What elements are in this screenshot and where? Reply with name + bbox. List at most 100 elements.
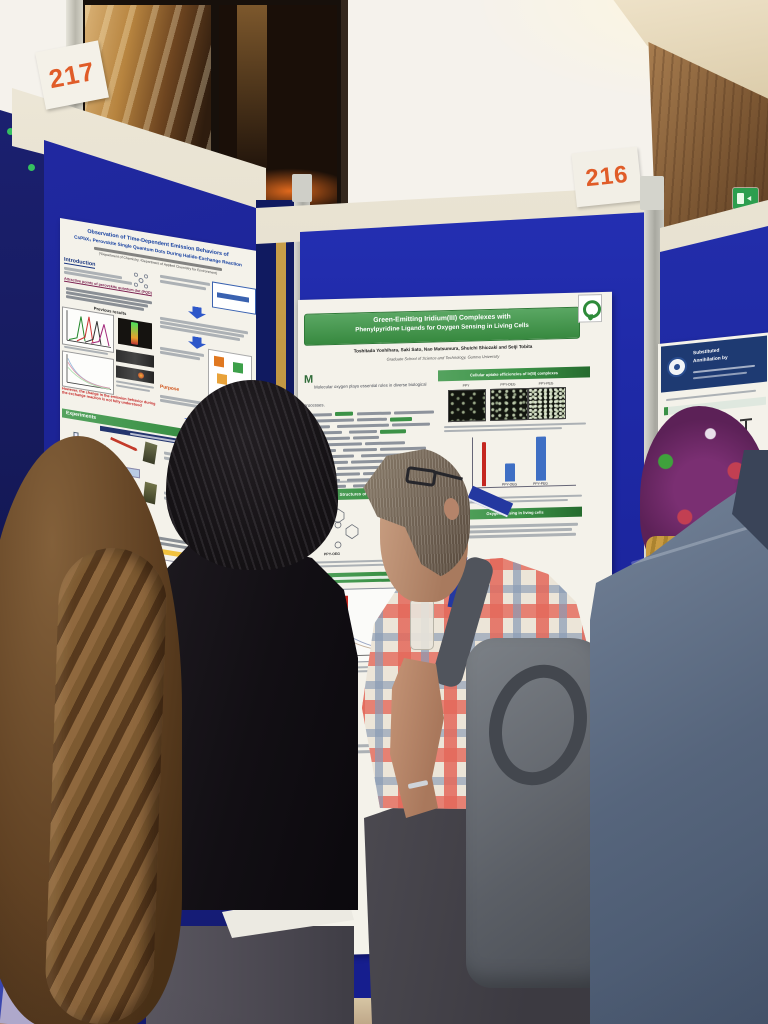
bar-column: PPY-OEG — [502, 436, 518, 487]
structure-label-2: PPY-PEG — [388, 550, 404, 555]
board-number: 217 — [46, 55, 98, 94]
bar-label: PPY-PEG — [533, 481, 548, 486]
cuvette-photo — [118, 317, 152, 350]
microscopy-label-2: PPY-OEG — [500, 382, 516, 387]
poster-board-side-left — [0, 110, 46, 1024]
poster-title-bar: Green-Emitting Iridium(III) Complexes wi… — [304, 306, 580, 346]
pin-dot-green-1 — [7, 128, 14, 135]
board-label-216: 216 — [571, 146, 643, 208]
text-line — [306, 748, 418, 755]
text-line — [448, 532, 576, 539]
chart-axis — [99, 625, 207, 645]
decay-chart — [62, 350, 114, 396]
energy-level — [749, 462, 751, 480]
frame-post-right-cap — [640, 176, 664, 210]
y-axis — [472, 437, 473, 488]
pin-dot-green-2 — [28, 164, 35, 171]
tube-photo — [142, 481, 158, 505]
block-green — [233, 361, 243, 374]
molecule-red — [706, 420, 725, 433]
section-label: Oxygen sensing in living cells — [486, 509, 544, 517]
block-green — [235, 382, 245, 394]
section-label: Structures of Ir(III) complexes — [339, 490, 401, 497]
arrow-down-icon — [188, 335, 206, 350]
bar-column: PPY-PEG — [533, 435, 548, 486]
section-uptake: Cellular uptake efficiencies of Ir(III) … — [438, 366, 590, 382]
flask-diagram-icon — [68, 471, 84, 496]
energy-diagram — [744, 459, 756, 487]
poster-center: Green-Emitting Iridium(III) Complexes wi… — [298, 291, 612, 957]
mini-framed-chart — [212, 281, 256, 315]
microscopy-image-2 — [490, 387, 528, 421]
bar — [535, 436, 546, 481]
section-label: Cellular uptake efficiencies of Ir(III) … — [469, 370, 559, 378]
uptake-chart-frame: PPY-OEG PPY-PEG — [458, 433, 582, 494]
poster-left: Observation of Time-Dependent Emission B… — [60, 218, 256, 771]
header-text-blur — [693, 371, 747, 380]
frame-post-center-cap — [292, 174, 312, 202]
floor-strip — [336, 998, 670, 1024]
poster-right: Substituted Annihilation by — [658, 332, 768, 744]
board-label-217: 217 — [35, 40, 109, 110]
structure-label-1: PPY-OEG — [323, 551, 341, 557]
bar — [504, 463, 515, 482]
results-chart-box — [92, 547, 214, 658]
molecule-red — [692, 427, 711, 444]
molecule-red — [690, 448, 707, 460]
decay-curves — [312, 594, 415, 658]
highlight-yellow — [80, 535, 108, 546]
section-results: Results & Discussion — [64, 508, 120, 525]
block-orange — [214, 355, 224, 368]
green-rod — [150, 572, 156, 622]
microscopy-image-1 — [448, 389, 486, 423]
poster-header-band: Substituted Annihilation by — [661, 335, 767, 393]
flask-diagram-icon — [68, 431, 84, 456]
bar — [482, 442, 486, 487]
gold-strip — [276, 212, 286, 1024]
arrow-down-icon — [188, 305, 206, 320]
glow-dot — [138, 372, 144, 380]
molecule-doodle-icon — [134, 272, 148, 289]
seal-center — [674, 363, 680, 371]
section-structures: Structures of Ir(III) complexes — [302, 486, 438, 501]
arrow-right — [90, 443, 106, 448]
exit-pictogram-icon — [737, 193, 744, 204]
red-arrow — [110, 437, 138, 452]
subsection-purpose: Purpose — [160, 384, 180, 393]
dropcap: M — [304, 373, 314, 386]
label-box — [66, 495, 98, 510]
label-box — [102, 463, 140, 479]
caption-line — [448, 498, 568, 505]
tem-strip-1 — [116, 349, 154, 368]
uptake-bar-chart: PPY-OEG PPY-PEG — [478, 435, 582, 488]
iridium-structure-diagrams — [317, 506, 423, 549]
block-orange — [217, 373, 227, 385]
exit-sign — [733, 188, 758, 209]
cuvette-glow — [131, 321, 138, 346]
energy-diagram — [740, 418, 752, 446]
banner-text-blur — [332, 574, 408, 580]
table-header-row — [387, 680, 461, 692]
board-number: 216 — [584, 160, 630, 193]
arrow-right — [90, 483, 106, 488]
bar-label: PPY-OEG — [502, 482, 518, 487]
section-sensing: Oxygen sensing in living cells — [448, 506, 582, 521]
exit-arrow-icon — [747, 196, 752, 201]
caption-line — [444, 427, 562, 433]
bar-column — [482, 437, 486, 487]
energy-level — [745, 420, 747, 438]
text-line — [306, 742, 426, 749]
caption-line — [308, 669, 400, 674]
sensing-chart-box — [304, 586, 422, 664]
emission-spectra-chart — [62, 306, 114, 354]
quadrant-square-figure — [666, 431, 685, 453]
molecule-blue — [714, 452, 733, 467]
poster-logo-icon — [578, 294, 602, 323]
intro-lead-text: Molecular oxygen plays essential roles i… — [304, 381, 427, 408]
data-table — [386, 679, 462, 736]
section-banner — [302, 570, 438, 584]
section-label: Experiments — [66, 410, 97, 422]
arrow-down-icon — [184, 411, 218, 432]
cuvette-photo-green — [141, 566, 165, 627]
